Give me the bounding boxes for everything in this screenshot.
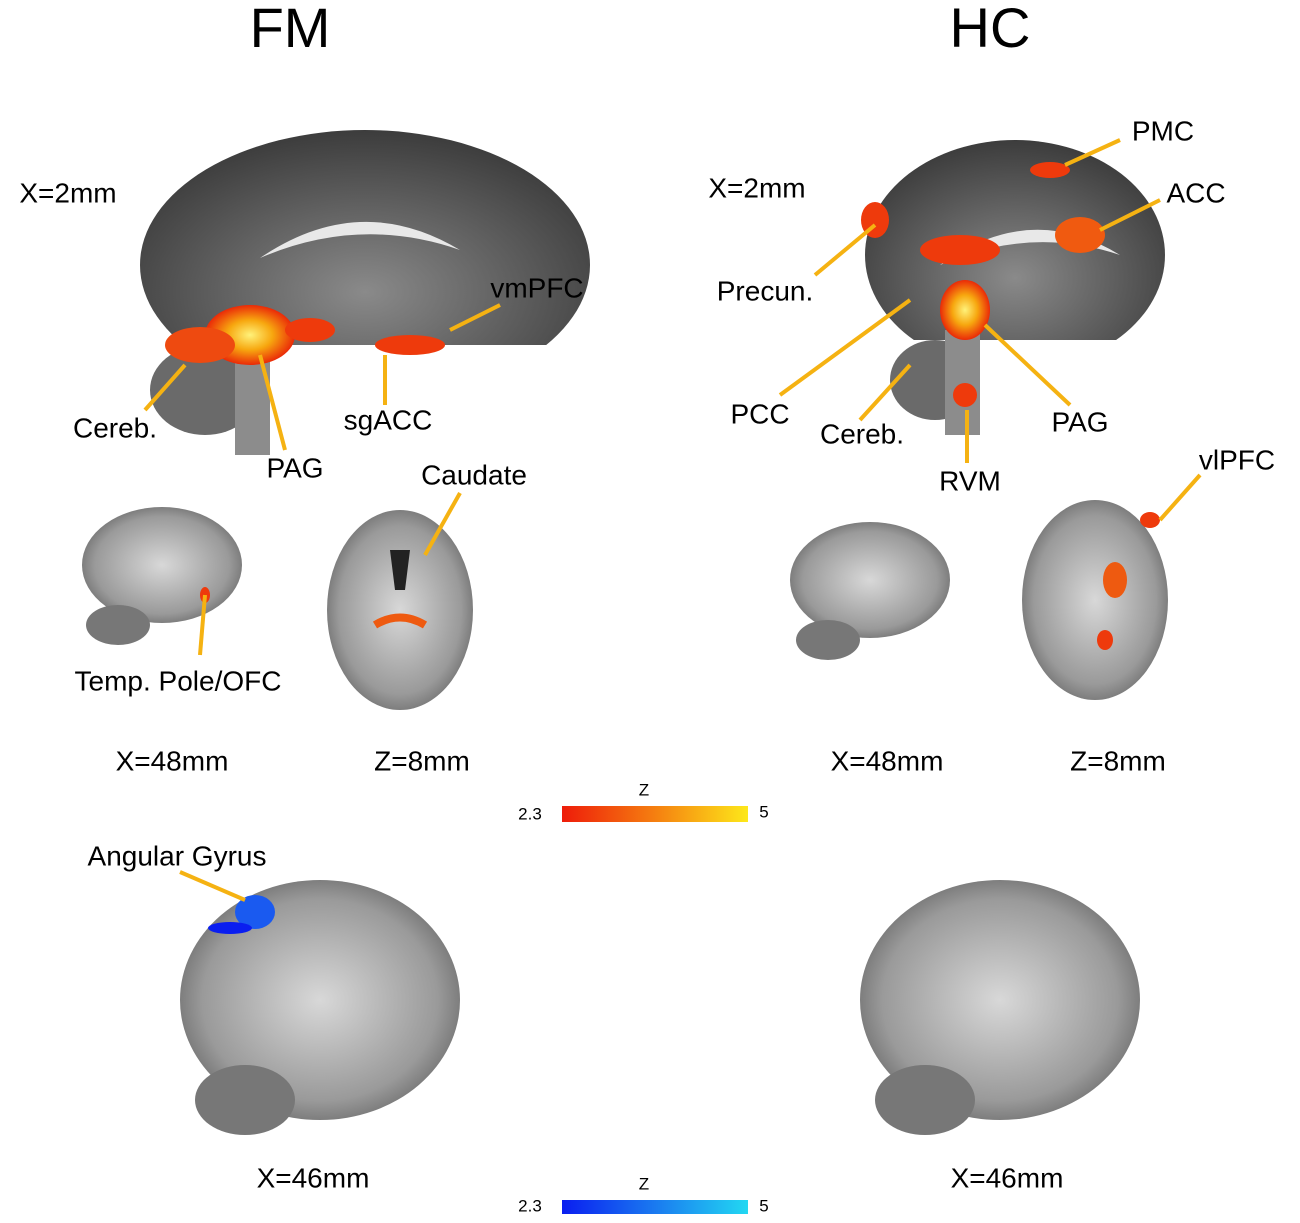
coordinate: X=46mm bbox=[257, 1162, 370, 1193]
colorbar-max: 5 bbox=[759, 802, 768, 821]
region-label: Cereb. bbox=[73, 412, 157, 443]
colorbar-max: 5 bbox=[759, 1196, 768, 1215]
coordinate: Z=8mm bbox=[1070, 745, 1166, 776]
region-label: Cereb. bbox=[820, 418, 904, 449]
brain-image bbox=[130, 130, 600, 465]
region-label: RVM bbox=[939, 465, 1001, 496]
brain-image bbox=[850, 140, 1180, 450]
brain-image bbox=[327, 510, 473, 710]
region-label: Precun. bbox=[717, 275, 814, 306]
region-label: PAG bbox=[266, 452, 323, 483]
colorbar-min: 2.3 bbox=[518, 1196, 542, 1215]
brain-image bbox=[82, 507, 242, 645]
brain-image bbox=[180, 880, 460, 1135]
region-label: vlPFC bbox=[1199, 444, 1275, 475]
panel-title: HC bbox=[950, 0, 1031, 59]
brain-image bbox=[790, 522, 950, 660]
region-label: Caudate bbox=[421, 459, 527, 490]
region-label: vmPFC bbox=[490, 272, 583, 303]
region-label: sgACC bbox=[344, 404, 433, 435]
colorbar bbox=[562, 806, 748, 822]
region-label: PAG bbox=[1051, 406, 1108, 437]
coordinate: Z=8mm bbox=[374, 745, 470, 776]
coordinate: X=2mm bbox=[19, 177, 116, 208]
panel-title: FM bbox=[250, 0, 331, 59]
colorbar bbox=[562, 1200, 748, 1214]
coordinate: X=48mm bbox=[831, 745, 944, 776]
coordinate: X=48mm bbox=[116, 745, 229, 776]
region-label: Temp. Pole/OFC bbox=[75, 665, 282, 696]
coordinate: X=2mm bbox=[708, 172, 805, 203]
coordinate: X=46mm bbox=[951, 1162, 1064, 1193]
brain-image bbox=[860, 880, 1140, 1135]
colorbar-label: Z bbox=[639, 1174, 649, 1193]
arrows bbox=[143, 138, 1202, 902]
region-label: PCC bbox=[730, 398, 789, 429]
region-label: Angular Gyrus bbox=[88, 840, 267, 871]
brain-image bbox=[1022, 500, 1168, 700]
colorbar-min: 2.3 bbox=[518, 804, 542, 823]
region-label: ACC bbox=[1166, 177, 1225, 208]
colorbar-label: Z bbox=[639, 780, 649, 799]
region-label: PMC bbox=[1132, 115, 1194, 146]
